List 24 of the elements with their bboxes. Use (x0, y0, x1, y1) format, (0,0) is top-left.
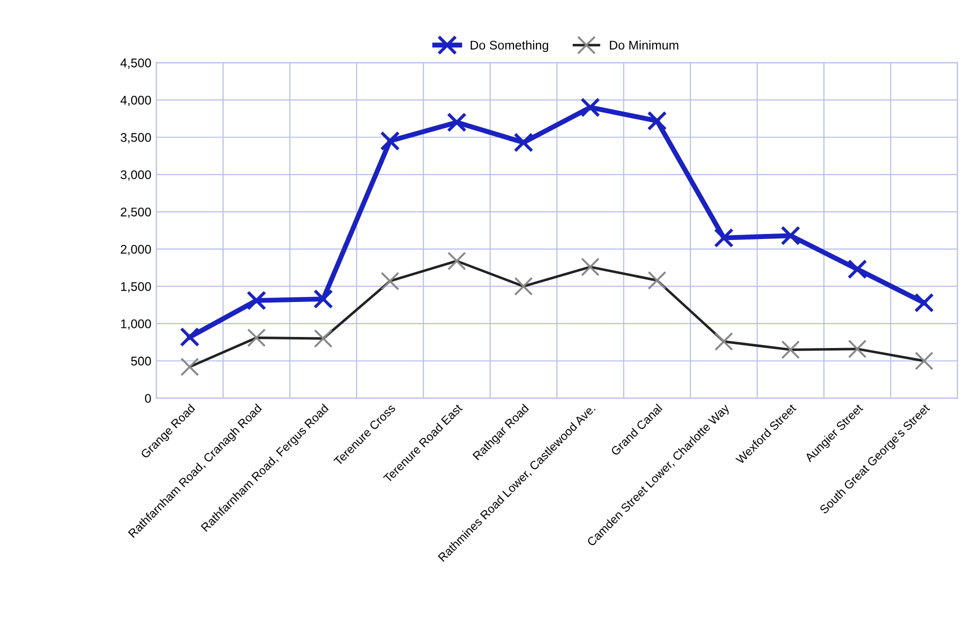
y-tick-label: 2,500 (120, 208, 151, 218)
point (580, 98, 600, 118)
y-tick-label: 3,500 (120, 133, 151, 144)
point (380, 131, 400, 151)
point (647, 110, 667, 131)
legend-label: Do Minimum (610, 40, 678, 50)
point (780, 226, 800, 246)
point (914, 292, 934, 313)
point (514, 132, 534, 152)
point (313, 289, 334, 309)
point (246, 290, 266, 310)
point (714, 228, 734, 248)
y-tick-label: 2,000 (120, 244, 151, 256)
point (847, 259, 868, 280)
point (180, 327, 200, 347)
point (446, 112, 467, 132)
y-tick-label: 3,000 (120, 170, 151, 181)
y-tick-label: 1,500 (121, 282, 151, 292)
y-tick-label: 4,500 (120, 58, 151, 69)
y-tick-label: 0 (144, 394, 151, 403)
y-tick-label: 500 (131, 356, 151, 366)
y-tick-label: 1,000 (121, 319, 151, 330)
legend-label: Do Something (470, 40, 548, 52)
y-tick-label: 4,000 (120, 96, 151, 106)
